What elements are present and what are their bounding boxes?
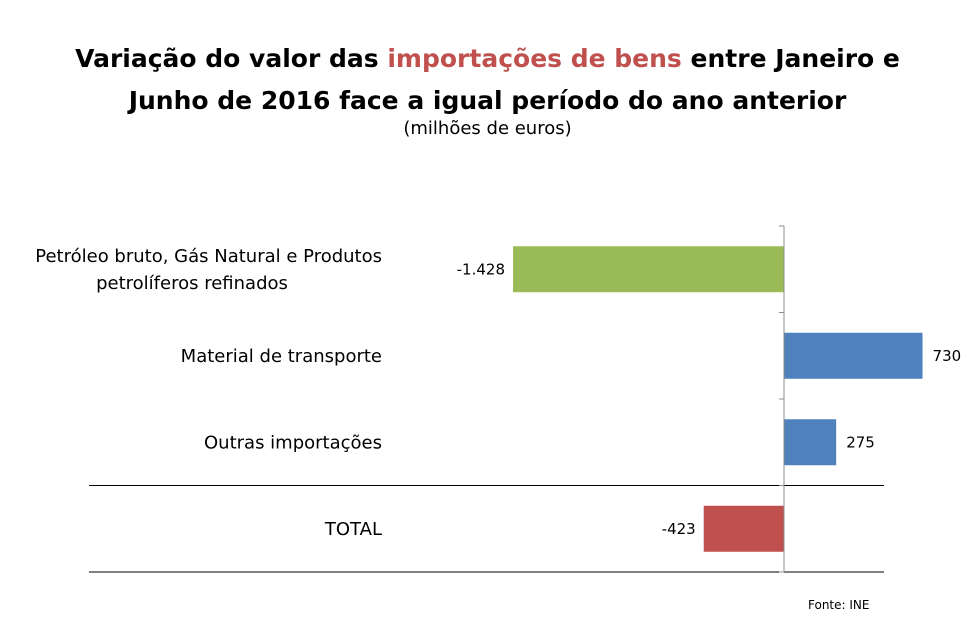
title-line2: Junho de 2016 face a igual período do an… xyxy=(128,86,847,115)
value-label-2: 275 xyxy=(846,433,875,451)
bar-2 xyxy=(784,419,837,466)
value-label-0: -1.428 xyxy=(457,260,505,278)
category-label-0-1: petrolíferos refinados xyxy=(96,273,288,294)
chart-title: Variação do valor das importações de ben… xyxy=(0,38,975,122)
bar-3 xyxy=(703,505,784,552)
title-part2: entre Janeiro e xyxy=(681,44,900,73)
chart-subtitle: (milhões de euros) xyxy=(403,118,572,139)
title-part1: Variação do valor das xyxy=(75,44,388,73)
category-label-3-0: TOTAL xyxy=(324,519,382,540)
value-label-1: 730 xyxy=(933,347,962,365)
source-note: Fonte: INE xyxy=(808,598,870,612)
category-label-2-0: Outras importações xyxy=(204,432,382,453)
category-label-0-0: Petróleo bruto, Gás Natural e Produtos xyxy=(35,246,382,267)
category-label-1-0: Material de transporte xyxy=(181,346,382,367)
bar-1 xyxy=(784,332,923,379)
title-highlight: importações de bens xyxy=(387,44,682,73)
value-label-3: -423 xyxy=(662,520,696,538)
bar-0 xyxy=(513,246,784,293)
